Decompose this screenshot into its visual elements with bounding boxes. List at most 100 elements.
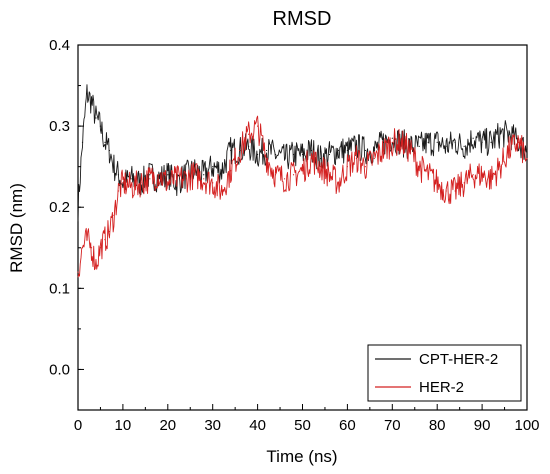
data-point-cpt-her-2 xyxy=(463,145,465,147)
data-point-cpt-her-2 xyxy=(131,178,133,180)
data-point-her-2 xyxy=(131,186,133,188)
data-point-cpt-her-2 xyxy=(257,153,259,156)
x-tick-label: 90 xyxy=(474,417,491,434)
data-point-cpt-her-2 xyxy=(149,174,151,176)
x-tick-label: 30 xyxy=(204,417,221,434)
data-point-her-2 xyxy=(427,174,429,176)
data-point-cpt-her-2 xyxy=(265,149,268,152)
data-point-her-2 xyxy=(292,174,295,176)
data-point-her-2 xyxy=(382,149,384,152)
data-point-cpt-her-2 xyxy=(292,153,295,156)
data-point-her-2 xyxy=(99,247,102,249)
data-point-her-2 xyxy=(140,182,142,184)
data-point-her-2 xyxy=(445,190,447,192)
data-point-her-2 xyxy=(104,239,106,241)
data-point-cpt-her-2 xyxy=(472,137,474,139)
data-point-cpt-her-2 xyxy=(230,149,232,152)
data-point-cpt-her-2 xyxy=(221,170,223,172)
data-point-her-2 xyxy=(176,178,178,180)
data-point-her-2 xyxy=(86,239,88,241)
y-axis-title: RMSD (nm) xyxy=(7,183,26,273)
data-point-cpt-her-2 xyxy=(95,117,97,119)
data-point-cpt-her-2 xyxy=(319,157,322,160)
x-tick-label: 60 xyxy=(339,417,356,434)
data-point-her-2 xyxy=(185,178,187,180)
data-point-her-2 xyxy=(95,263,97,265)
data-point-her-2 xyxy=(481,174,483,176)
data-point-cpt-her-2 xyxy=(364,149,366,152)
x-tick-label: 40 xyxy=(249,417,266,434)
data-point-cpt-her-2 xyxy=(373,149,375,152)
x-tick-label: 50 xyxy=(294,417,311,434)
data-point-her-2 xyxy=(391,141,393,143)
data-point-cpt-her-2 xyxy=(117,174,120,176)
data-point-cpt-her-2 xyxy=(283,157,286,160)
data-point-her-2 xyxy=(409,149,411,152)
data-point-cpt-her-2 xyxy=(346,149,348,152)
data-point-her-2 xyxy=(248,133,250,135)
data-point-cpt-her-2 xyxy=(301,153,304,156)
data-point-her-2 xyxy=(81,247,84,249)
data-point-her-2 xyxy=(283,178,286,180)
data-point-her-2 xyxy=(472,174,474,176)
data-point-her-2 xyxy=(508,149,510,152)
data-point-her-2 xyxy=(257,125,259,127)
x-tick-label: 80 xyxy=(429,417,446,434)
data-point-her-2 xyxy=(463,182,465,184)
data-point-her-2 xyxy=(310,157,313,160)
data-point-her-2 xyxy=(230,170,232,172)
data-point-cpt-her-2 xyxy=(499,133,501,135)
data-point-her-2 xyxy=(90,247,93,249)
data-point-cpt-her-2 xyxy=(508,133,510,135)
legend-label-cpt-her-2: CPT-HER-2 xyxy=(419,351,498,368)
data-point-cpt-her-2 xyxy=(418,145,420,147)
data-point-cpt-her-2 xyxy=(86,93,88,95)
data-point-cpt-her-2 xyxy=(436,141,438,143)
data-point-cpt-her-2 xyxy=(108,149,111,152)
data-point-her-2 xyxy=(490,178,492,180)
data-point-her-2 xyxy=(337,182,340,184)
data-point-cpt-her-2 xyxy=(427,141,429,143)
data-point-her-2 xyxy=(117,190,120,192)
data-point-her-2 xyxy=(454,190,456,192)
series-layer xyxy=(77,84,528,278)
data-point-cpt-her-2 xyxy=(203,174,205,176)
chart-title: RMSD xyxy=(273,8,332,30)
y-tick-label: 0.3 xyxy=(49,118,70,135)
data-point-cpt-her-2 xyxy=(167,174,169,176)
data-point-her-2 xyxy=(319,166,322,168)
data-point-cpt-her-2 xyxy=(445,145,447,147)
data-point-cpt-her-2 xyxy=(328,153,331,156)
data-point-cpt-her-2 xyxy=(113,166,115,168)
data-point-her-2 xyxy=(526,157,528,160)
y-tick-label: 0.4 xyxy=(49,37,70,54)
data-point-her-2 xyxy=(212,182,214,184)
data-point-cpt-her-2 xyxy=(391,137,393,139)
data-point-cpt-her-2 xyxy=(90,101,93,103)
data-point-her-2 xyxy=(203,178,205,180)
data-point-her-2 xyxy=(400,141,402,143)
axis-layer: 0 10 20 30 40 50 60 70 80 90 100 0.0 0.1 0.2 0.3 0.4 xyxy=(49,37,539,434)
x-axis-title: Time (ns) xyxy=(266,447,337,466)
data-point-her-2 xyxy=(239,149,241,152)
x-tick-label: 20 xyxy=(159,417,176,434)
data-point-cpt-her-2 xyxy=(481,141,483,143)
data-point-cpt-her-2 xyxy=(99,125,102,127)
y-tick-label: 0.2 xyxy=(49,199,70,216)
data-point-her-2 xyxy=(221,190,223,192)
data-point-her-2 xyxy=(265,157,268,160)
data-point-her-2 xyxy=(149,178,151,180)
data-point-cpt-her-2 xyxy=(104,141,106,143)
y-tick-label: 0.1 xyxy=(49,280,70,297)
data-point-her-2 xyxy=(418,166,420,168)
data-point-her-2 xyxy=(328,174,331,176)
y-tick-label: 0.0 xyxy=(49,361,70,378)
data-point-cpt-her-2 xyxy=(212,166,214,168)
x-tick-label: 0 xyxy=(74,417,82,434)
x-tick-label: 70 xyxy=(384,417,401,434)
data-point-cpt-her-2 xyxy=(526,149,528,152)
data-point-cpt-her-2 xyxy=(454,141,456,143)
data-point-her-2 xyxy=(355,157,357,160)
series-line-cpt-her-2 xyxy=(77,84,528,222)
data-point-her-2 xyxy=(301,170,304,172)
